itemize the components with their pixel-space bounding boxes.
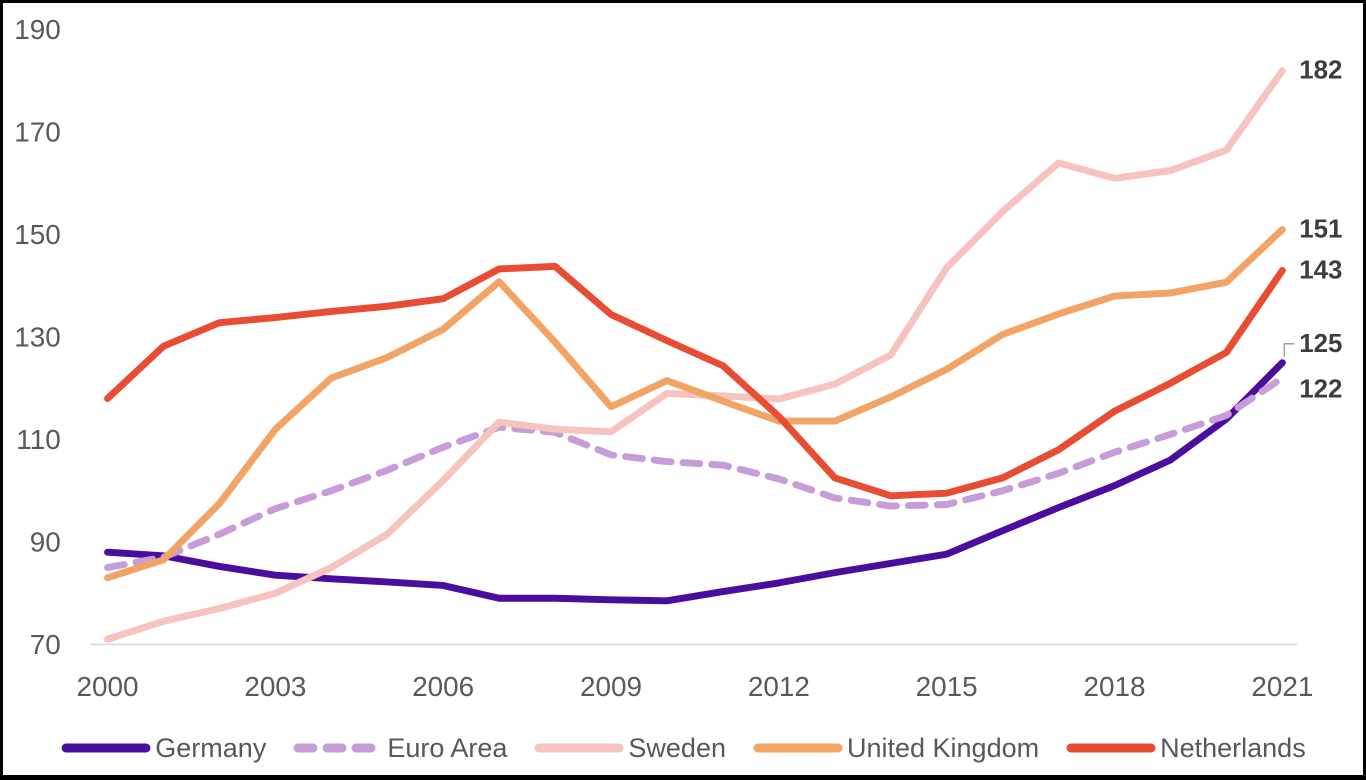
legend-label-sweden: Sweden xyxy=(628,732,726,763)
legend-swatch-euro-area-icon xyxy=(293,743,383,753)
y-axis-tick-label-70: 70 xyxy=(30,629,61,660)
end-label-netherlands: 143 xyxy=(1299,256,1342,284)
line-chart-svg: 190 170 150 130 110 90 70 2000 2003 2006 2009 2012 2… xyxy=(14,14,1342,702)
x-axis-tick-label-2021: 2021 xyxy=(1251,671,1313,702)
end-label-euro-area: 122 xyxy=(1299,376,1342,404)
x-axis-tick-label-2000: 2000 xyxy=(77,671,139,702)
legend-item-germany: Germany xyxy=(60,733,266,764)
y-axis-tick-label-90: 90 xyxy=(30,526,61,557)
end-label-sweden: 182 xyxy=(1299,57,1342,85)
legend-swatch-united-kingdom-icon xyxy=(753,743,843,753)
legend-item-netherlands: Netherlands xyxy=(1065,733,1306,764)
legend-swatch-germany-icon xyxy=(61,743,151,753)
x-axis-tick-label-2018: 2018 xyxy=(1084,671,1146,702)
y-axis-tick-label-130: 130 xyxy=(14,322,60,353)
y-axis-tick-label-170: 170 xyxy=(14,117,60,148)
x-axis-tick-label-2009: 2009 xyxy=(580,671,642,702)
series-line-united-kingdom xyxy=(104,225,1286,582)
legend-label-netherlands: Netherlands xyxy=(1160,732,1306,763)
legend-swatch-netherlands-icon xyxy=(1066,743,1156,753)
end-label-leader-line-germany xyxy=(1283,343,1295,357)
series-line-germany xyxy=(104,359,1286,605)
x-axis-tick-label-2012: 2012 xyxy=(748,671,810,702)
x-axis-tick-label-2003: 2003 xyxy=(244,671,306,702)
y-axis-tick-label-110: 110 xyxy=(16,424,60,455)
series-line-euro-area xyxy=(104,374,1286,572)
y-axis-tick-label-150: 150 xyxy=(14,219,60,250)
legend-item-sweden: Sweden xyxy=(533,733,726,764)
x-axis-tick-label-2015: 2015 xyxy=(916,671,978,702)
legend-swatch-sweden-icon xyxy=(534,743,624,753)
end-label-germany: 125 xyxy=(1299,330,1342,358)
legend: Germany Euro Area Sweden United Kingdom Neth… xyxy=(3,725,1363,771)
legend-label-euro-area: Euro Area xyxy=(387,732,508,763)
x-axis-tick-label-2006: 2006 xyxy=(412,671,474,702)
end-label-united-kingdom: 151 xyxy=(1299,216,1342,244)
legend-label-germany: Germany xyxy=(155,732,267,763)
series-line-netherlands xyxy=(104,262,1286,500)
legend-item-united-kingdom: United Kingdom xyxy=(752,733,1039,764)
legend-label-united-kingdom: United Kingdom xyxy=(846,732,1040,763)
legend-item-euro-area: Euro Area xyxy=(292,733,507,764)
series-line-sweden xyxy=(104,67,1286,643)
y-axis-tick-label-190: 190 xyxy=(14,14,60,45)
